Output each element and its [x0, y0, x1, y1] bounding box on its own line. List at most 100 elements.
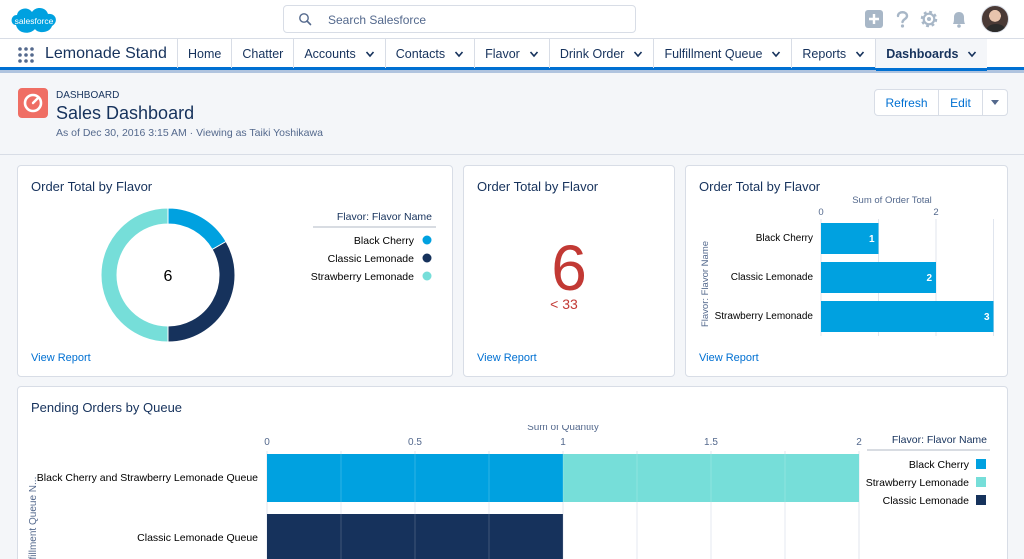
- metric-value: 6: [551, 232, 587, 304]
- stacked-bar-chart-card: Pending Orders by Queue Sum of Quantity 0…: [17, 386, 1008, 559]
- legend-swatch: [976, 477, 986, 487]
- search-placeholder: Search Salesforce: [328, 13, 427, 27]
- donut-slice: [167, 240, 236, 343]
- view-report-link[interactable]: View Report: [699, 352, 759, 364]
- more-actions-button[interactable]: [982, 90, 1007, 115]
- bar: [821, 301, 994, 332]
- bar-segment: [267, 454, 563, 502]
- x-tick-label: 0: [264, 437, 270, 448]
- card-title: Pending Orders by Queue: [31, 400, 183, 415]
- donut-slice: [100, 207, 169, 343]
- dashboard-icon: [18, 88, 48, 118]
- nav-tab-flavor[interactable]: Flavor: [474, 39, 549, 68]
- legend-swatch: [422, 271, 432, 281]
- bar-category-label: Classic Lemonade: [731, 272, 814, 283]
- y-axis-title: Fulfillment Queue N...: [28, 477, 39, 559]
- legend-label: Classic Lemonade: [328, 253, 415, 265]
- nav-tab-label: Fulfillment Queue: [664, 46, 763, 61]
- chevron-down-icon: [991, 99, 999, 105]
- nav-tab-label: Accounts: [304, 46, 356, 61]
- legend-label: Black Cherry: [909, 459, 970, 471]
- edit-button[interactable]: Edit: [938, 90, 982, 115]
- search-input[interactable]: Search Salesforce: [283, 5, 636, 33]
- bar-category-label: Classic Lemonade Queue: [137, 532, 258, 544]
- bar-segment: [563, 454, 859, 502]
- y-axis-title: Flavor: Flavor Name: [700, 241, 711, 327]
- x-tick-label: 1: [560, 437, 566, 448]
- add-icon[interactable]: [864, 9, 884, 29]
- x-axis-title: Sum of Quantity: [527, 425, 599, 433]
- nav-tab-reports[interactable]: Reports: [791, 39, 875, 68]
- nav-tab-accounts[interactable]: Accounts: [293, 39, 384, 68]
- nav-tabs: Home Chatter Accounts Contacts Flavor Drink O…: [177, 39, 988, 71]
- metric-card: Order Total by Flavor 6 < 33 View Report: [463, 165, 675, 377]
- search-icon: [299, 13, 312, 26]
- metric-comparison: < 33: [550, 296, 578, 312]
- legend-swatch: [422, 235, 432, 245]
- horizontal-bar-chart[interactable]: Sum of Order Total 0 2 Flavor: Flavor Name B…: [686, 196, 1007, 356]
- card-title: Order Total by Flavor: [31, 179, 153, 194]
- bar-segment: [267, 514, 563, 559]
- nav-tab-label: Flavor: [485, 46, 520, 61]
- nav-tab-fulfillment-queue[interactable]: Fulfillment Queue: [653, 39, 791, 68]
- legend-swatch: [976, 459, 986, 469]
- logo-text: salesforce: [15, 16, 54, 26]
- legend-label: Strawberry Lemonade: [311, 271, 414, 283]
- view-report-link[interactable]: View Report: [31, 352, 91, 364]
- gear-icon[interactable]: [919, 9, 939, 29]
- salesforce-logo[interactable]: salesforce: [8, 3, 60, 37]
- nav-tab-label: Reports: [802, 46, 847, 61]
- nav-tab-dashboards[interactable]: Dashboards: [875, 39, 988, 71]
- nav-tab-label: Drink Order: [559, 46, 625, 61]
- legend-label: Black Cherry: [354, 235, 415, 247]
- card-title: Order Total by Flavor: [699, 179, 821, 194]
- app-nav-bar: Lemonade Stand Home Chatter Accounts Contac…: [0, 38, 1024, 71]
- chevron-down-icon[interactable]: [771, 49, 781, 59]
- legend-label: Strawberry Lemonade: [866, 477, 969, 489]
- legend-swatch: [976, 495, 986, 505]
- chevron-down-icon[interactable]: [365, 49, 375, 59]
- chevron-down-icon[interactable]: [454, 49, 464, 59]
- dashboard-kicker: DASHBOARD: [56, 90, 120, 101]
- dashboard-page: DASHBOARD Sales Dashboard As of Dec 30, …: [0, 73, 1024, 559]
- dashboard-actions: Refresh Edit: [874, 89, 1008, 116]
- legend-label: Classic Lemonade: [883, 495, 970, 507]
- user-avatar[interactable]: [981, 5, 1009, 33]
- notification-bell-icon[interactable]: [949, 9, 969, 29]
- chevron-down-icon[interactable]: [967, 49, 977, 59]
- nav-tab-chatter[interactable]: Chatter: [231, 39, 293, 68]
- nav-tab-label: Chatter: [242, 46, 284, 61]
- nav-tab-contacts[interactable]: Contacts: [384, 39, 474, 68]
- bar-category-label: Black Cherry and Strawberry Lemonade Que…: [37, 472, 258, 484]
- x-tick-label: 1.5: [704, 437, 718, 448]
- chevron-down-icon[interactable]: [633, 49, 643, 59]
- bar-category-label: Black Cherry: [756, 233, 813, 244]
- dashboard-timestamp: As of Dec 30, 2016 3:15 AM · Viewing as …: [56, 127, 323, 139]
- donut-slice: [167, 207, 227, 251]
- dashboard-header: DASHBOARD Sales Dashboard As of Dec 30, …: [0, 73, 1024, 155]
- x-axis-title: Sum of Order Total: [852, 196, 932, 206]
- help-icon[interactable]: [892, 9, 912, 29]
- bar-data-label: 2: [926, 273, 932, 284]
- bar: [821, 262, 936, 293]
- card-title: Order Total by Flavor: [477, 179, 599, 194]
- donut-center-label: 6: [164, 268, 173, 285]
- legend-title: Flavor: Flavor Name: [337, 211, 432, 223]
- bar-category-label: Strawberry Lemonade: [715, 311, 814, 322]
- nav-tab-home[interactable]: Home: [177, 39, 231, 68]
- stacked-bar-chart[interactable]: Sum of Quantity 0 0.5 1 1.5 2 Fulfillment Queu…: [18, 425, 1007, 559]
- page-title: Sales Dashboard: [56, 103, 195, 123]
- donut-chart-card: Order Total by Flavor 6 Flavor: Flavor Na…: [17, 165, 453, 377]
- donut-chart[interactable]: 6 Flavor: Flavor Name Black Cherry Classic …: [18, 190, 452, 360]
- view-report-link[interactable]: View Report: [477, 352, 537, 364]
- legend-swatch: [422, 253, 432, 263]
- x-tick-label: 0.5: [408, 437, 422, 448]
- bar: [821, 223, 879, 254]
- legend-title: Flavor: Flavor Name: [892, 434, 987, 446]
- nav-tab-drink-order[interactable]: Drink Order: [548, 39, 654, 68]
- app-launcher-icon[interactable]: [17, 46, 35, 64]
- chevron-down-icon[interactable]: [529, 49, 539, 59]
- refresh-button[interactable]: Refresh: [885, 95, 928, 110]
- bar-data-label: 1: [869, 234, 875, 245]
- chevron-down-icon[interactable]: [855, 49, 865, 59]
